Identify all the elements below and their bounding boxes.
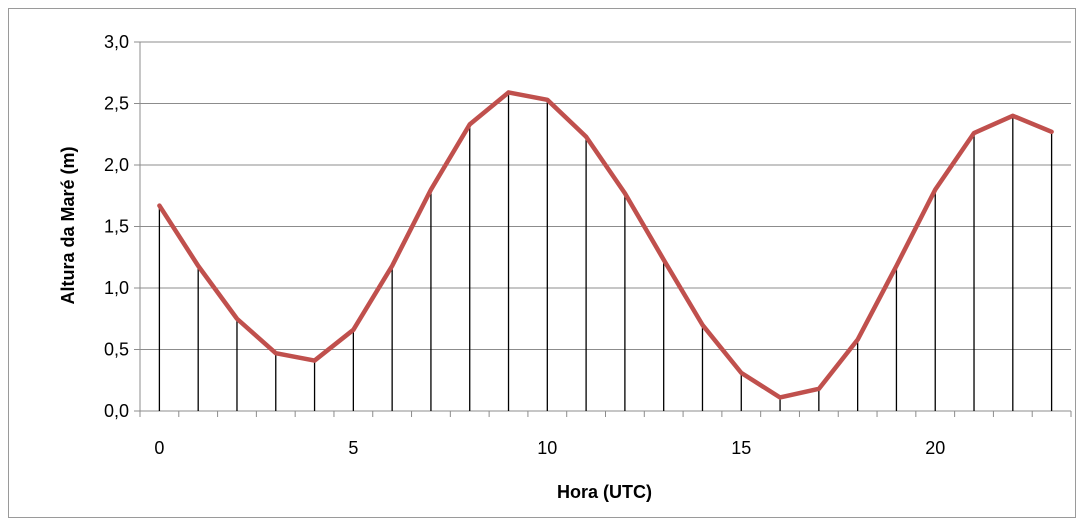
x-tick-labels: 0 5 10 15 20 [154, 438, 945, 458]
drop-lines [158, 92, 1053, 411]
y-tick-label: 0,0 [104, 401, 129, 421]
series [157, 90, 1054, 400]
y-tick-label: 1,0 [104, 278, 129, 298]
x-tick-label: 10 [537, 438, 557, 458]
y-tick-label: 1,5 [104, 217, 129, 237]
y-tick-label: 0,5 [104, 340, 129, 360]
y-axis-title: Altura da Maré (m) [58, 146, 78, 304]
x-tick-label: 5 [348, 438, 358, 458]
y-tick-label: 2,5 [104, 94, 129, 114]
x-tick-label: 20 [925, 438, 945, 458]
x-tick-label: 0 [154, 438, 164, 458]
tide-height-line [157, 90, 1054, 400]
y-tick-label: 3,0 [104, 32, 129, 52]
gridlines [140, 41, 1071, 350]
axes [134, 41, 1072, 417]
y-tick-labels: 0,0 0,5 1,0 1,5 2,0 2,5 3,0 [104, 32, 129, 421]
y-tick-label: 2,0 [104, 155, 129, 175]
x-axis-title: Hora (UTC) [557, 482, 652, 502]
x-tick-label: 15 [731, 438, 751, 458]
